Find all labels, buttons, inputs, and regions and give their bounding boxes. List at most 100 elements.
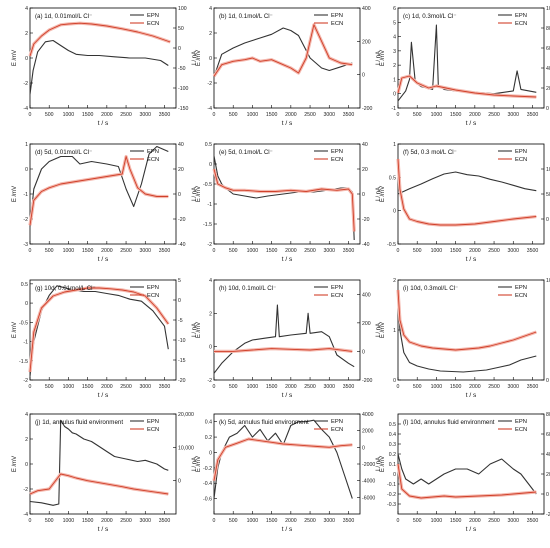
- y2-tick-label: -20: [362, 217, 370, 223]
- panel-label: (h) 10d, 0.1mol/L Cl⁻: [219, 285, 276, 292]
- x-tick-label: 3000: [507, 112, 519, 118]
- x-tick-label: 0: [213, 384, 216, 390]
- x-tick-label: 2000: [285, 384, 297, 390]
- ecn-band: [396, 289, 537, 352]
- legend-epn-label: EPN: [331, 13, 343, 19]
- x-tick-label: 2500: [120, 248, 132, 254]
- x-tick-label: 1000: [247, 248, 259, 254]
- y-tick-label: 1: [393, 77, 396, 83]
- chart-panel: 0500100015002000250030003500-10123456020…: [380, 6, 550, 127]
- x-tick-label: 0: [397, 518, 400, 524]
- legend-epn-label: EPN: [515, 149, 527, 155]
- y2-tick-label: 0: [362, 192, 365, 198]
- y-axis-label: E /mV: [380, 50, 386, 66]
- y-tick-label: 1: [25, 142, 28, 148]
- y2-tick-label: -5: [178, 318, 183, 324]
- epn-series-line: [213, 27, 353, 77]
- x-tick-label: 3500: [343, 384, 355, 390]
- epn-series-line: [29, 419, 169, 506]
- x-tick-label: 500: [45, 384, 54, 390]
- legend-epn-label: EPN: [331, 285, 343, 291]
- y2-axis-label: I / nA: [376, 187, 382, 201]
- y-tick-label: -2: [207, 242, 212, 248]
- y-axis-label: E /mV: [12, 456, 18, 472]
- ecn-series-line: [29, 473, 169, 495]
- y2-tick-label: 800: [546, 26, 550, 32]
- y-tick-label: -0.1: [387, 482, 396, 488]
- x-axis-label: t / s: [282, 120, 293, 127]
- epn-series-line: [213, 419, 353, 499]
- y-tick-label: -2: [207, 378, 212, 384]
- x-tick-label: 3000: [507, 518, 519, 524]
- x-tick-label: 500: [229, 248, 238, 254]
- y2-tick-label: 20: [178, 167, 184, 173]
- y2-tick-label: 400: [362, 292, 371, 298]
- x-tick-label: 2500: [120, 518, 132, 524]
- legend-ecn-label: ECN: [515, 157, 527, 163]
- y-tick-label: 0.5: [21, 282, 28, 288]
- epn-series-line: [29, 145, 169, 227]
- y-axis-label: E /mV: [196, 322, 202, 338]
- x-axis-label: t / s: [466, 392, 477, 399]
- x-tick-label: 2500: [488, 112, 500, 118]
- y-tick-label: 5: [393, 20, 396, 26]
- epn-series-line: [213, 304, 355, 374]
- legend-ecn-label: ECN: [331, 21, 343, 27]
- y-tick-label: 2: [209, 31, 212, 37]
- x-tick-label: 2000: [101, 112, 113, 118]
- y-tick-label: -0.4: [203, 481, 212, 487]
- x-tick-label: 1000: [247, 112, 259, 118]
- y2-tick-label: 400: [362, 6, 371, 12]
- panel-label: (g) 10d, 0.01mol/L Cl⁻: [35, 285, 96, 292]
- legend-ecn-label: ECN: [331, 427, 343, 433]
- legend-epn-label: EPN: [515, 13, 527, 19]
- y-tick-label: 0: [25, 56, 28, 62]
- y-tick-label: 0: [393, 378, 396, 384]
- y-tick-label: -2: [23, 81, 28, 87]
- x-tick-label: 500: [45, 518, 54, 524]
- y-tick-label: -1: [207, 202, 212, 208]
- x-tick-label: 1000: [63, 248, 75, 254]
- x-tick-label: 1000: [431, 248, 443, 254]
- x-tick-label: 500: [413, 384, 422, 390]
- x-tick-label: 2500: [488, 518, 500, 524]
- y2-tick-label: 4000: [546, 452, 550, 458]
- ecn-band: [28, 154, 169, 226]
- y-tick-label: 3: [393, 49, 396, 55]
- panel-label: (l) 10d, annulus fluid environment: [403, 419, 495, 426]
- y-tick-label: -0.5: [203, 182, 212, 188]
- x-tick-label: 0: [29, 248, 32, 254]
- ecn-band: [212, 437, 353, 481]
- legend-epn-label: EPN: [515, 419, 527, 425]
- y2-tick-label: 0: [546, 378, 549, 384]
- ecn-band: [28, 286, 170, 373]
- ecn-series-line: [213, 438, 353, 481]
- y-tick-label: -1: [23, 340, 28, 346]
- x-tick-label: 3000: [139, 112, 151, 118]
- y-tick-label: 2: [393, 278, 396, 284]
- x-tick-label: 1500: [82, 518, 94, 524]
- y2-axis-label: I / nA: [192, 51, 198, 65]
- x-tick-label: 3500: [159, 112, 171, 118]
- y2-tick-label: -20: [178, 217, 186, 223]
- x-tick-label: 3000: [139, 518, 151, 524]
- y-tick-label: -4: [207, 106, 212, 112]
- y2-tick-label: -40: [362, 242, 370, 248]
- x-tick-label: 2500: [304, 248, 316, 254]
- ecn-series-line: [29, 156, 169, 226]
- x-tick-label: 3000: [139, 248, 151, 254]
- x-axis-label: t / s: [282, 256, 293, 263]
- x-tick-label: 3000: [507, 248, 519, 254]
- y-tick-label: 0: [25, 167, 28, 173]
- legend-ecn-label: ECN: [515, 427, 527, 433]
- y2-tick-label: 50: [178, 26, 184, 32]
- x-tick-label: 1500: [266, 248, 278, 254]
- ecn-band: [212, 168, 356, 232]
- x-tick-label: 3000: [323, 518, 335, 524]
- y2-tick-label: 2000: [546, 472, 550, 478]
- x-tick-label: 1500: [266, 518, 278, 524]
- y2-tick-label: 2000: [362, 429, 374, 435]
- y-tick-label: -1: [391, 106, 396, 112]
- y-tick-label: -4: [23, 512, 28, 518]
- y2-tick-label: 600: [546, 46, 550, 52]
